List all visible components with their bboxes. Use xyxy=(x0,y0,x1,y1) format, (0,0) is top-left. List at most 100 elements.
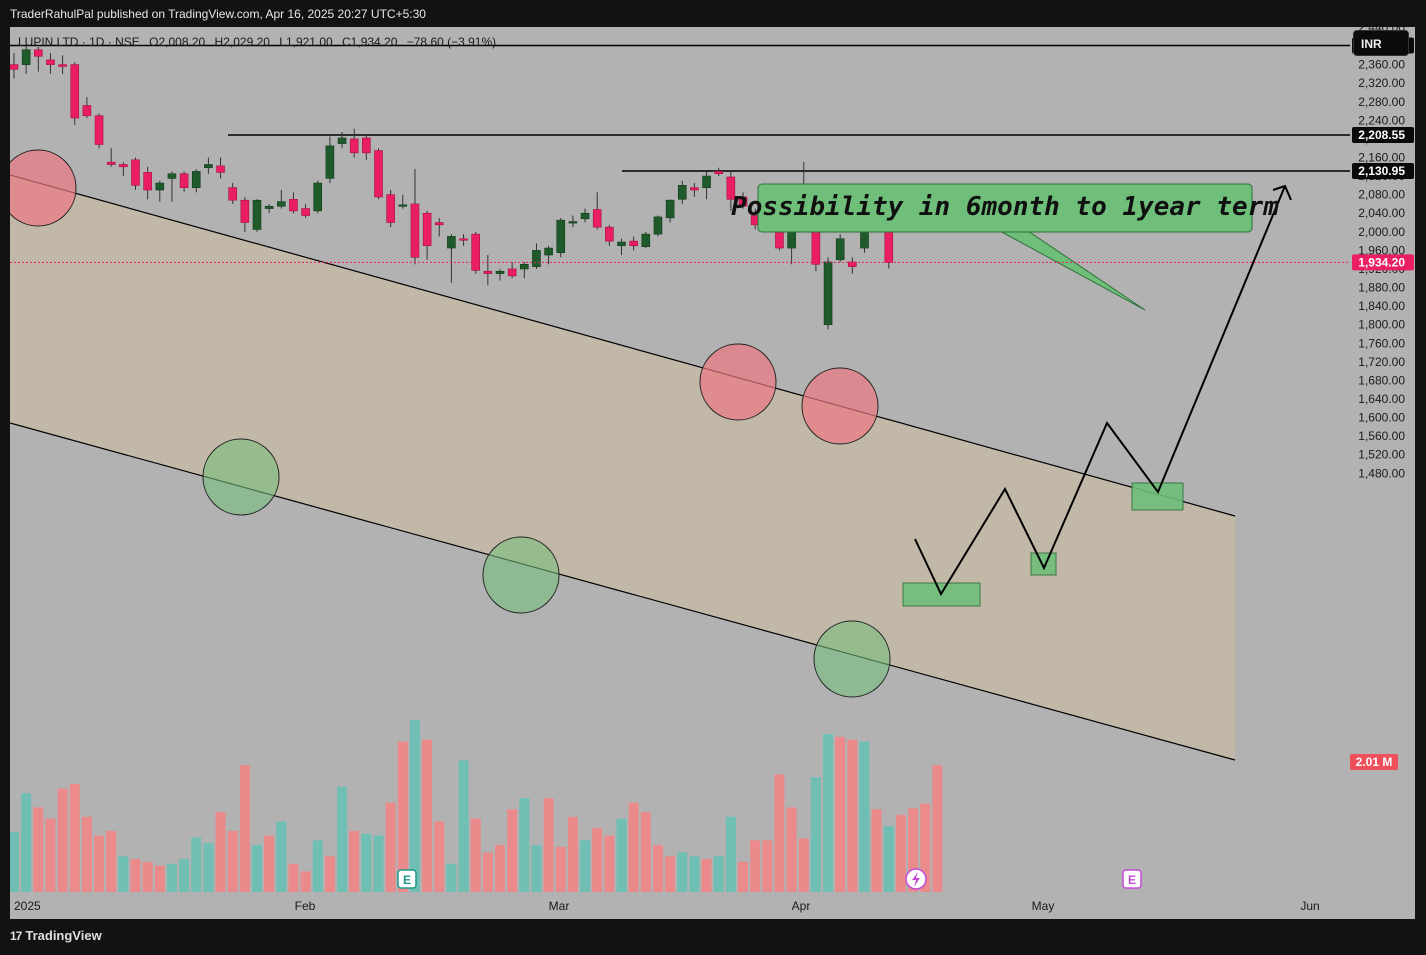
candle[interactable] xyxy=(313,180,323,214)
candle[interactable] xyxy=(641,231,651,249)
lightning-icon[interactable] xyxy=(905,868,927,890)
earnings-marker[interactable]: E xyxy=(1122,869,1142,889)
volume-bar xyxy=(69,783,80,892)
volume-bar xyxy=(312,840,323,892)
volume-bar xyxy=(665,856,676,892)
candle[interactable] xyxy=(58,55,67,74)
callout-text: Possibility in 6month to 1year term xyxy=(731,192,1279,222)
candle[interactable] xyxy=(653,215,663,237)
volume-bar xyxy=(859,741,870,892)
candle[interactable] xyxy=(70,62,80,125)
candle[interactable] xyxy=(592,192,602,230)
candle[interactable] xyxy=(337,131,347,149)
candle[interactable] xyxy=(119,162,128,177)
candle[interactable] xyxy=(459,234,468,246)
y-tick-label: 1,560.00 xyxy=(1358,429,1405,443)
candle[interactable] xyxy=(702,171,711,200)
candle[interactable] xyxy=(82,97,92,119)
candle[interactable] xyxy=(374,148,383,200)
candle[interactable] xyxy=(191,169,201,193)
candle[interactable] xyxy=(179,171,189,193)
candle[interactable] xyxy=(422,210,432,260)
volume-bar xyxy=(422,739,433,892)
candle[interactable] xyxy=(677,180,687,204)
candle[interactable] xyxy=(240,196,250,232)
candle[interactable] xyxy=(349,128,359,158)
candle[interactable] xyxy=(289,192,298,214)
candle[interactable] xyxy=(46,53,55,74)
candle[interactable] xyxy=(131,157,140,191)
candle[interactable] xyxy=(362,134,371,160)
candle[interactable] xyxy=(605,224,614,246)
volume-bar xyxy=(628,802,639,892)
candle[interactable] xyxy=(447,234,456,283)
price-chart[interactable]: Possibility in 6month to 1year term LUPI… xyxy=(10,27,1415,919)
candle[interactable] xyxy=(410,169,420,265)
volume-bar xyxy=(835,736,846,892)
candle[interactable] xyxy=(228,183,237,204)
volume-bars xyxy=(10,719,943,892)
candle[interactable] xyxy=(264,203,274,214)
x-tick-label: Jun xyxy=(1300,899,1319,913)
volume-bar xyxy=(531,845,542,892)
candle[interactable] xyxy=(155,180,165,202)
candle[interactable] xyxy=(301,203,310,218)
pivot-circles xyxy=(10,149,891,698)
volume-bar xyxy=(300,871,311,892)
candle[interactable] xyxy=(483,255,493,286)
candle[interactable] xyxy=(167,171,177,202)
tradingview-logo[interactable]: 17 TradingView xyxy=(10,928,102,943)
candle[interactable] xyxy=(398,194,408,209)
price-badge: 2,208.55 xyxy=(1352,126,1414,143)
candle[interactable] xyxy=(495,268,505,281)
y-tick-label: 2,080.00 xyxy=(1358,188,1405,202)
candle[interactable] xyxy=(106,148,116,167)
candle[interactable] xyxy=(276,190,286,209)
candle[interactable] xyxy=(204,157,213,174)
candle[interactable] xyxy=(690,183,699,197)
y-tick-label: 2,320.00 xyxy=(1358,76,1405,90)
candle[interactable] xyxy=(143,166,152,200)
volume-bar xyxy=(154,865,165,892)
x-tick-label: Apr xyxy=(792,899,811,913)
currency-button[interactable]: INR xyxy=(1353,30,1409,56)
candle[interactable] xyxy=(94,113,104,149)
chart-panel[interactable]: Possibility in 6month to 1year term LUPI… xyxy=(10,27,1415,919)
candle[interactable] xyxy=(714,167,724,177)
candle[interactable] xyxy=(519,261,529,279)
candle[interactable] xyxy=(33,46,43,72)
volume-bar xyxy=(227,830,238,892)
candle[interactable] xyxy=(532,243,541,269)
candle[interactable] xyxy=(434,217,444,237)
candle[interactable] xyxy=(252,199,262,232)
candle[interactable] xyxy=(629,236,638,251)
candle[interactable] xyxy=(471,231,481,274)
volume-bar xyxy=(871,809,882,892)
candle[interactable] xyxy=(580,208,590,223)
candle[interactable] xyxy=(507,261,517,279)
candle[interactable] xyxy=(216,157,225,179)
projection-path xyxy=(914,185,1286,597)
channel-upper-line xyxy=(10,174,1236,517)
volume-bar xyxy=(750,840,761,892)
candle[interactable] xyxy=(10,53,19,79)
volume-bar xyxy=(932,765,943,892)
candle[interactable] xyxy=(665,199,675,223)
earnings-marker[interactable]: E xyxy=(397,869,417,889)
candle[interactable] xyxy=(848,257,857,274)
candle[interactable] xyxy=(823,257,833,330)
candle[interactable] xyxy=(386,190,395,228)
y-tick-label: 1,960.00 xyxy=(1358,243,1405,257)
candle[interactable] xyxy=(835,234,845,262)
candle[interactable] xyxy=(726,171,736,211)
candle[interactable] xyxy=(738,192,748,209)
channel-fill xyxy=(10,175,1235,760)
candle[interactable] xyxy=(556,217,566,258)
candle[interactable] xyxy=(21,46,31,74)
candle[interactable] xyxy=(544,245,553,265)
volume-badge: 2.01 M xyxy=(1350,754,1398,770)
candle[interactable] xyxy=(568,215,578,228)
volume-bar xyxy=(762,840,773,892)
candle[interactable] xyxy=(325,136,335,184)
candle[interactable] xyxy=(617,238,626,256)
